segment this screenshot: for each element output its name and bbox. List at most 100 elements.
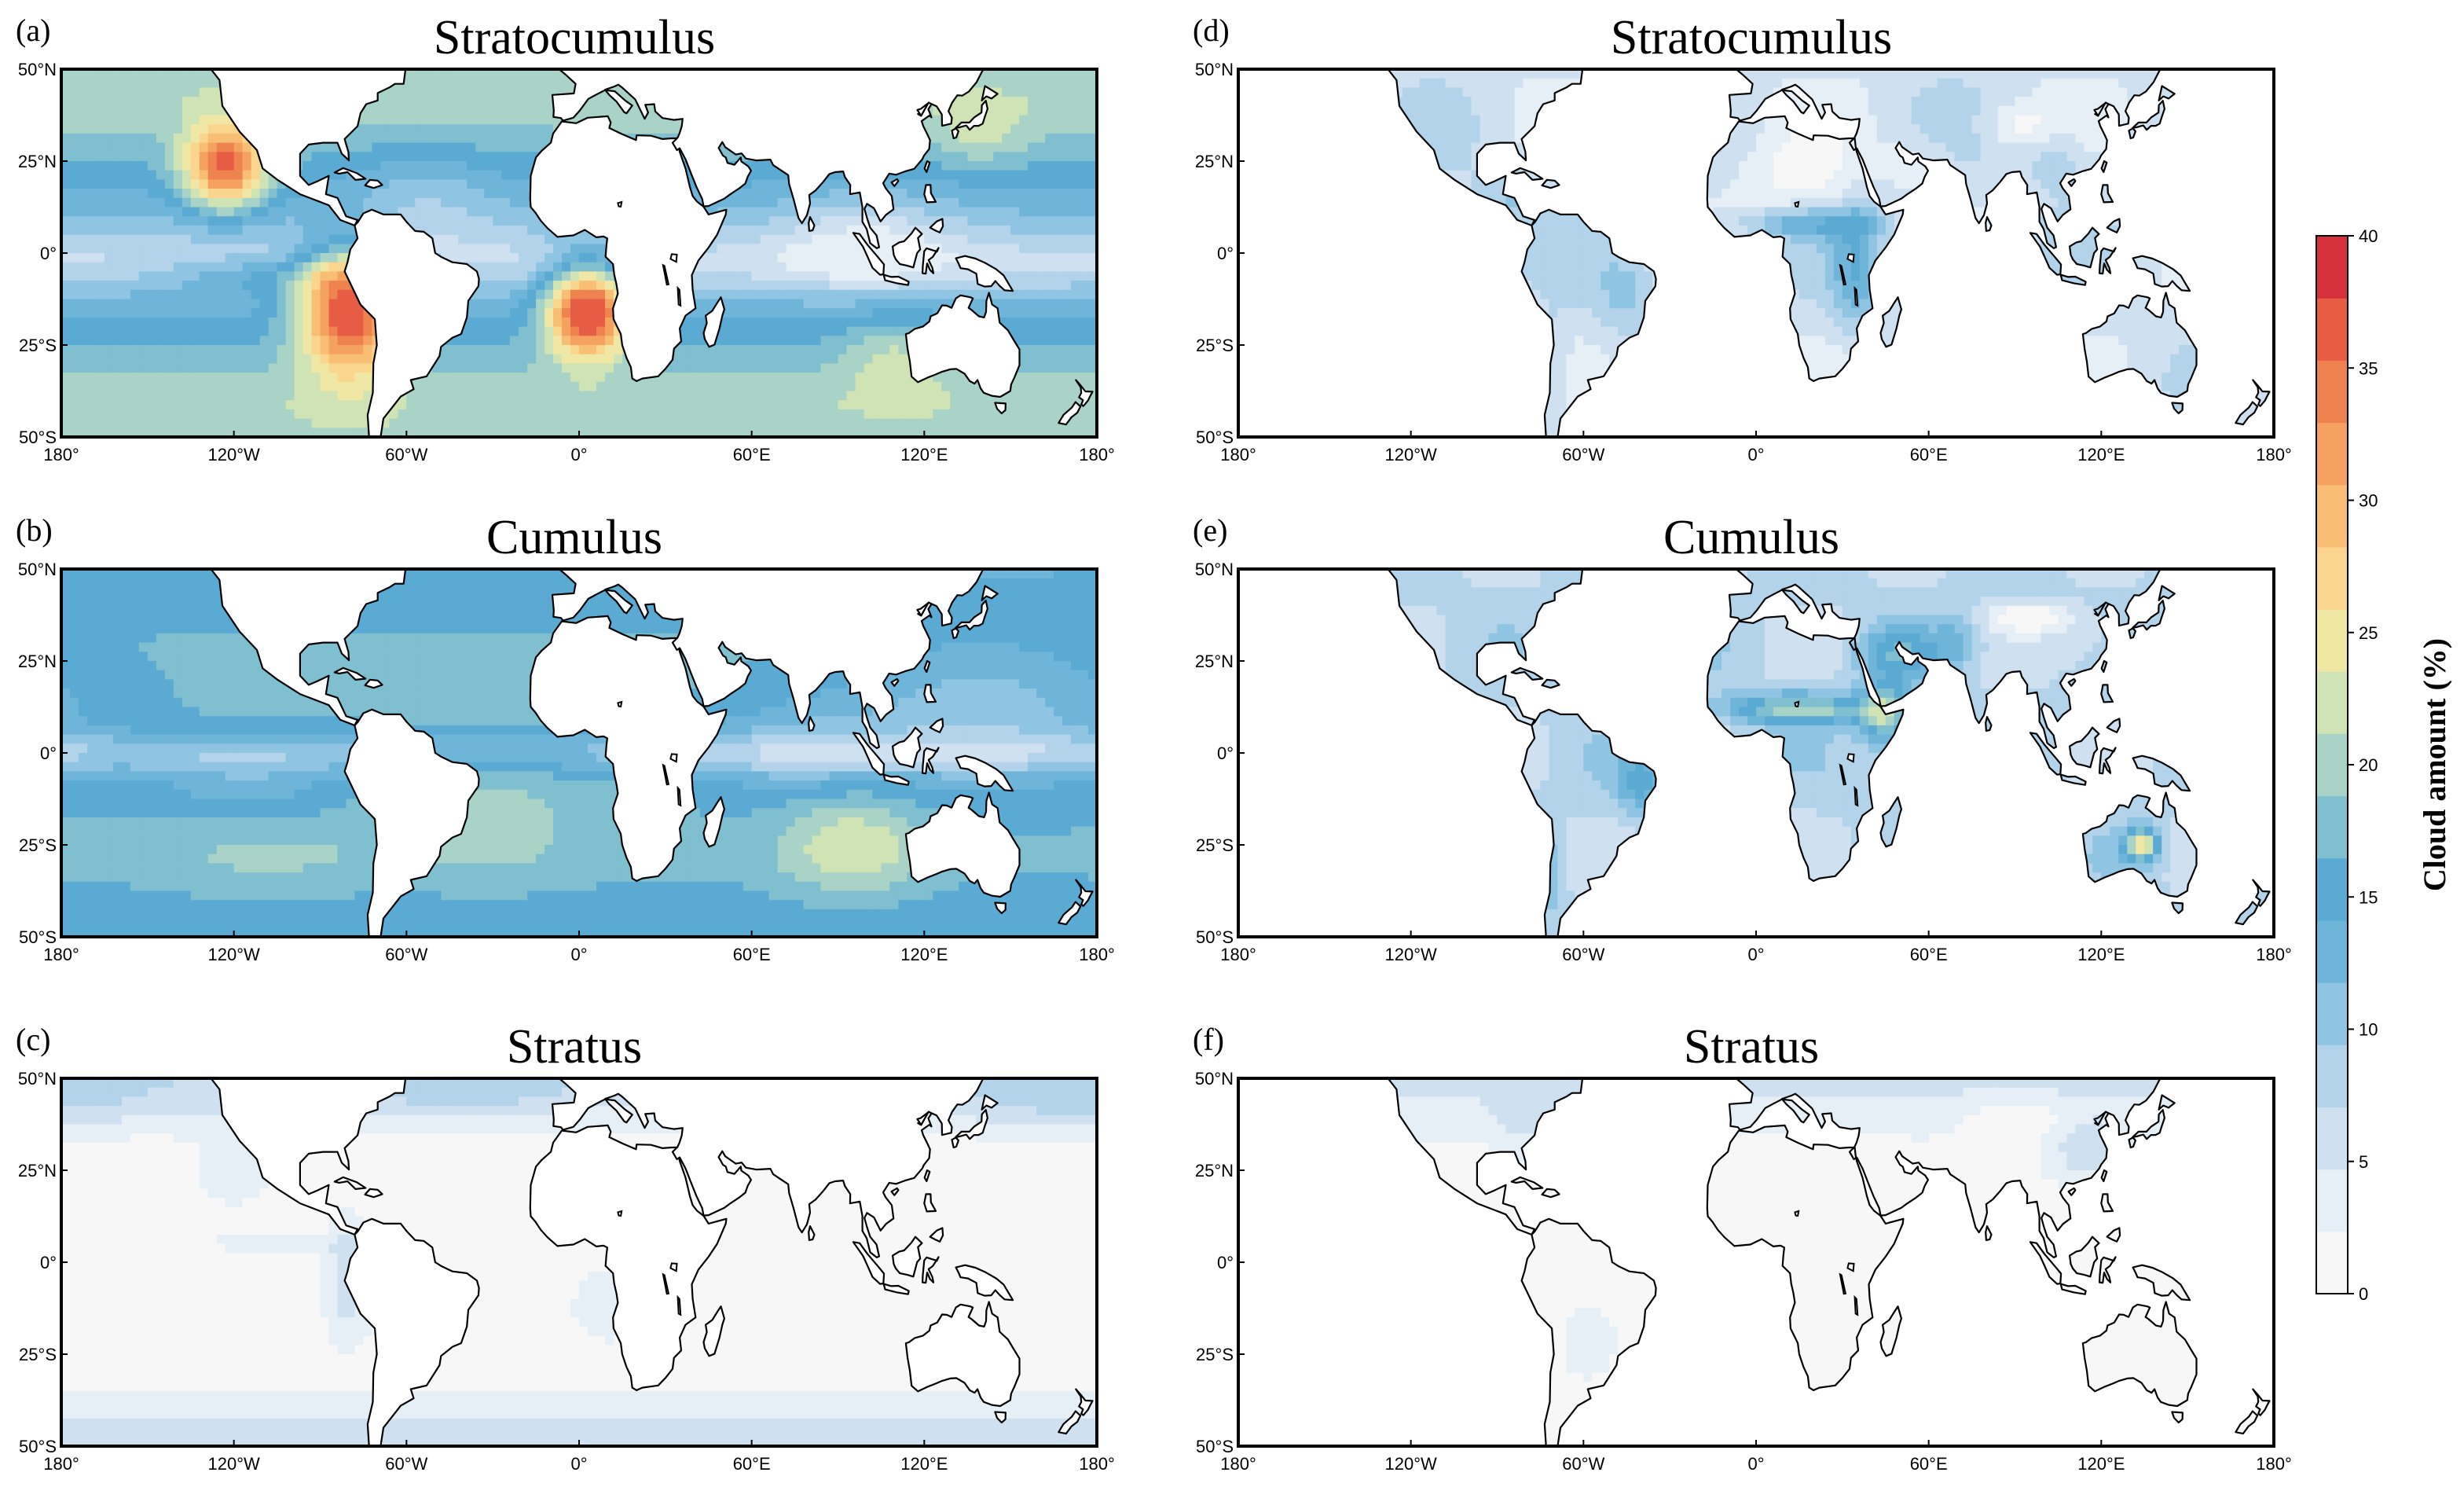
lake-outline — [676, 785, 682, 807]
lat-tick-label: 50°S — [1196, 927, 1234, 947]
coastline-nz_south — [2235, 901, 2259, 926]
lon-tick-label: 120°E — [900, 945, 948, 964]
lake-outline — [669, 753, 678, 763]
panel-title: Stratus — [1684, 1020, 1819, 1074]
lon-tick-label: 60°E — [1910, 445, 1948, 464]
coastline-srilanka — [808, 716, 816, 732]
lon-tick-label: 60°W — [385, 1454, 427, 1474]
coastline-honshu — [955, 600, 988, 631]
coastline-hokkaido — [981, 1094, 999, 1111]
coastline-honshu — [2132, 1109, 2165, 1140]
coastline-luzon — [2100, 684, 2114, 703]
coastline-tasmania — [2171, 901, 2184, 915]
coastline-kyushu — [2128, 127, 2136, 140]
coastline-sulawesi — [922, 1256, 940, 1284]
coastline-nz_north — [1075, 1388, 1094, 1416]
coastline-eurasia — [1728, 569, 2162, 749]
coastline-taiwan — [2100, 659, 2108, 674]
lon-tick-label: 180° — [1079, 445, 1115, 464]
coastline-cuba — [333, 1176, 367, 1190]
lake-outline — [662, 1272, 670, 1295]
lon-tick-label: 180° — [1220, 945, 1256, 964]
coastline-madagascar — [1879, 296, 1902, 348]
coastline-newguinea — [2132, 1264, 2191, 1302]
coastline-mindanao — [929, 218, 944, 233]
lon-tick-label: 180° — [43, 945, 79, 964]
lon-tick-label: 180° — [1220, 445, 1256, 464]
lon-tick-label: 0° — [570, 945, 587, 964]
coastline-cuba — [1510, 1176, 1544, 1190]
colorbar-swatch — [2316, 298, 2348, 361]
map-panel-f: 180° 120°W 60°W 0° 60°E 120°E 180° 50°N 25°N 0° 25… — [1193, 1020, 2292, 1474]
colorbar-tick-label: 35 — [2359, 358, 2378, 378]
lat-tick-label: 0° — [1217, 744, 1234, 763]
colorbar-swatch — [2316, 857, 2348, 921]
coastline-srilanka — [808, 1225, 816, 1241]
lon-tick-label: 0° — [1747, 1454, 1764, 1474]
coastline-java — [882, 773, 910, 786]
lon-tick-label: 120°W — [208, 945, 261, 964]
lon-tick-label: 60°E — [733, 445, 771, 464]
coastline-java — [882, 1283, 910, 1295]
coastline-newguinea — [955, 1264, 1014, 1302]
coastline-hainan — [2067, 178, 2077, 187]
coastline-south_america — [343, 708, 480, 937]
coastline-south_america — [1520, 708, 1657, 937]
coastline-eurasia — [551, 1078, 984, 1258]
panel-title: Stratus — [507, 1020, 642, 1074]
coastline-mindanao — [929, 1227, 944, 1243]
lake-outline — [676, 285, 682, 307]
coastline-newguinea — [2132, 255, 2191, 292]
lake-outline — [1854, 785, 1859, 807]
lat-tick-label: 50°N — [18, 60, 57, 79]
coastline-north_america — [210, 1078, 407, 1235]
lon-tick-label: 180° — [1079, 945, 1115, 964]
coastline-north_america — [1387, 569, 1584, 726]
lon-tick-label: 0° — [1747, 445, 1764, 464]
coastline-sulawesi — [2099, 247, 2117, 275]
lat-tick-label: 0° — [40, 1253, 57, 1272]
lon-tick-label: 60°E — [1910, 945, 1948, 964]
coastline-hispaniola — [1541, 178, 1560, 189]
lon-tick-label: 180° — [1220, 1454, 1256, 1474]
lake-outline — [617, 200, 623, 208]
coastline-honshu — [955, 1109, 988, 1140]
lat-tick-label: 50°N — [1195, 1069, 1234, 1089]
lon-tick-label: 60°E — [733, 1454, 771, 1474]
lon-tick-label: 120°E — [2077, 945, 2125, 964]
lat-tick-label: 0° — [1217, 244, 1234, 263]
lon-tick-label: 120°W — [1385, 1454, 1438, 1474]
colorbar-swatch — [2316, 920, 2348, 983]
lake-outline — [1846, 253, 1855, 263]
coastline-australia — [904, 1301, 1021, 1408]
coastline-nz_south — [2235, 401, 2259, 426]
map-panel-a: 180° 120°W 60°W 0° 60°E 120°E 180° 50°N 25°N 0° 25… — [16, 11, 1115, 464]
lat-tick-label: 50°S — [1196, 1437, 1234, 1456]
panel-letter: (b) — [16, 512, 53, 548]
coastline-srilanka — [808, 216, 816, 232]
coastline-newguinea — [955, 255, 1014, 292]
coastline-nz_south — [1058, 1410, 1082, 1435]
lat-tick-label: 25°N — [1195, 1161, 1234, 1180]
coastline-hokkaido — [981, 585, 999, 601]
lat-tick-label: 0° — [1217, 1253, 1234, 1272]
colorbar-swatch — [2316, 609, 2348, 672]
coastline-australia — [2081, 1301, 2198, 1408]
lake-outline — [1839, 263, 1847, 286]
lon-tick-label: 120°W — [1385, 445, 1438, 464]
panel-title: Cumulus — [486, 511, 662, 564]
coastline-australia — [904, 292, 1021, 398]
coastline-hispaniola — [364, 678, 383, 689]
lon-tick-label: 120°E — [900, 1454, 948, 1474]
coastline-eurasia — [1728, 1078, 2162, 1258]
coastline-taiwan — [2100, 160, 2108, 174]
coastline-java — [2059, 274, 2087, 286]
coastline-taiwan — [2100, 1169, 2108, 1183]
lat-tick-label: 25°S — [1196, 336, 1234, 355]
coastline-mindanao — [2106, 1227, 2121, 1243]
coastline-borneo — [892, 1235, 923, 1278]
coastline-honshu — [2132, 600, 2165, 631]
lat-tick-label: 50°S — [1196, 428, 1234, 447]
coastline-hainan — [890, 1187, 900, 1196]
lake-outline — [617, 700, 623, 708]
